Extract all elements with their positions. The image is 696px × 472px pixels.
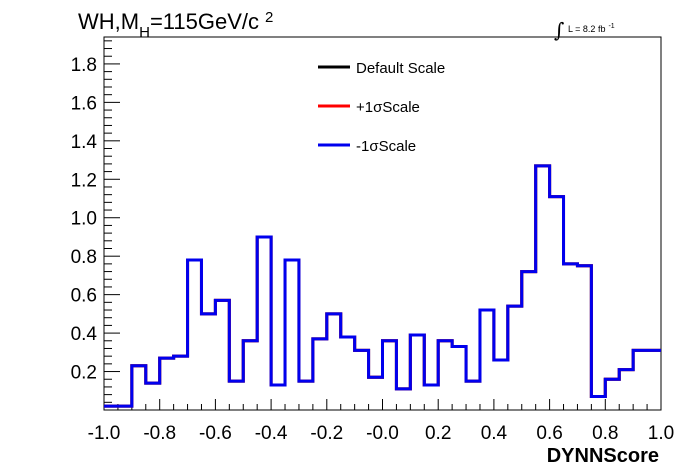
title-subscript: H — [139, 24, 150, 41]
x-tick-label: -1.0 — [88, 423, 121, 444]
integral-symbol: ∫ — [554, 18, 564, 42]
x-tick-label: 0.6 — [536, 423, 562, 444]
title-prefix: WH,M — [78, 9, 139, 34]
title-suffix: =115GeV/c — [150, 9, 259, 34]
y-tick-label: 1.6 — [71, 93, 97, 114]
y-tick-label: 0.8 — [71, 247, 97, 268]
series-layer — [104, 164, 661, 408]
y-tick-label: 0.2 — [71, 363, 97, 384]
x-tick-label: 0.2 — [425, 423, 451, 444]
luminosity-text: L = 8.2 fb — [568, 24, 605, 34]
x-tick-label: -0.2 — [310, 423, 343, 444]
legend-label-default: Default Scale — [356, 60, 445, 77]
y-tick-label: 0.6 — [71, 286, 97, 307]
x-tick-label: 1.0 — [648, 423, 674, 444]
series-line-2 — [104, 164, 661, 408]
luminosity-superscript: -1 — [608, 23, 614, 30]
legend: Default Scale +1σScale -1σScale — [318, 60, 445, 155]
y-tick-label: 1.2 — [71, 170, 97, 191]
x-tick-label: 0.8 — [592, 423, 618, 444]
y-axis: 0.2 0.4 0.6 0.8 1.0 1.2 1.4 1.6 1.8 — [71, 40, 120, 403]
x-tick-label: -0.6 — [199, 423, 232, 444]
y-tick-label: 1.4 — [71, 132, 98, 153]
x-tick-label: -0.4 — [255, 423, 288, 444]
luminosity-label: L = 8.2 fb -1 — [568, 23, 615, 34]
x-tick-label: -0.0 — [366, 423, 399, 444]
x-axis-label: DYNNScore — [547, 445, 659, 467]
legend-label-minus: -1σScale — [356, 138, 416, 155]
y-tick-label: 1.8 — [71, 55, 97, 76]
y-tick-label: 1.0 — [71, 209, 97, 230]
title-superscript: 2 — [265, 9, 273, 26]
x-axis: -1.0 -0.8 -0.6 -0.4 -0.2 -0.0 0.2 0.4 0.6 0.8 1.0 — [88, 399, 674, 444]
x-tick-label: -0.8 — [143, 423, 176, 444]
y-tick-label: 0.4 — [71, 324, 98, 345]
x-tick-label: 0.4 — [481, 423, 508, 444]
legend-label-plus: +1σScale — [356, 99, 420, 116]
chart-title: WH,MH=115GeV/c 2 — [78, 9, 273, 41]
